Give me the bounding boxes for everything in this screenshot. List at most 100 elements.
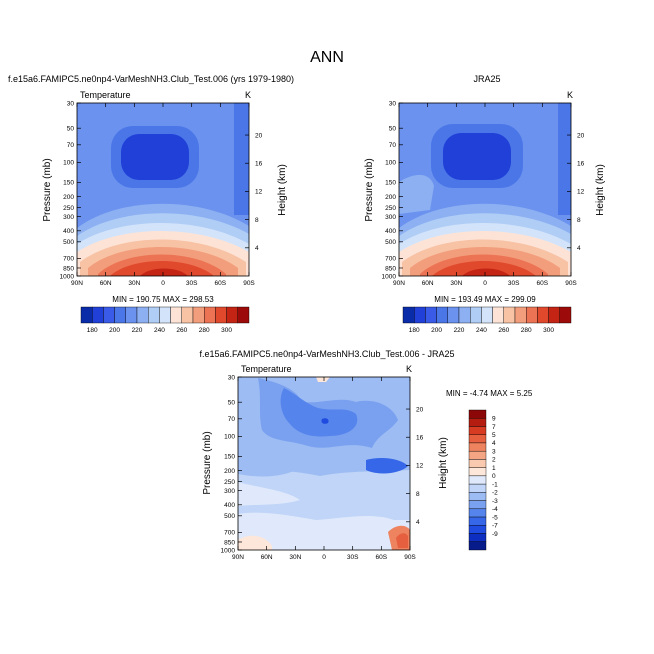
y-tick-label: 100: [63, 160, 74, 167]
y-tick-label: 400: [63, 228, 74, 235]
variable-label: Temperature: [241, 364, 292, 374]
units-label: K: [245, 90, 251, 100]
fill-warm-top: [316, 377, 330, 382]
panel-difference: f.e15a6.FAMIPC5.ne0np4-VarMeshNH3.Club_T…: [200, 349, 533, 561]
y-tick-label: 700: [385, 256, 396, 263]
colorbar-swatch: [514, 306, 527, 324]
colorbar-label: -3: [492, 498, 498, 505]
variable-label: Temperature: [80, 90, 131, 100]
fill-polar-column: [558, 103, 571, 215]
y2-tick-label: 8: [255, 217, 259, 224]
colorbar-swatch: [181, 306, 194, 324]
colorbar-label: 260: [498, 327, 509, 334]
y-tick-label: 1000: [382, 273, 397, 280]
fill-midlat-bump: [399, 174, 434, 214]
x-tick-label: 90N: [393, 280, 405, 287]
y-tick-label: 500: [385, 239, 396, 246]
colorbar-label: 200: [109, 327, 120, 334]
panel-title: f.e15a6.FAMIPC5.ne0np4-VarMeshNH3.Club_T…: [8, 74, 294, 84]
fill-warm-surface: [238, 535, 272, 550]
panel-model: f.e15a6.FAMIPC5.ne0np4-VarMeshNH3.Club_T…: [8, 74, 294, 334]
y2-tick-label: 20: [416, 406, 424, 413]
y-tick-label: 700: [224, 530, 235, 537]
colorbar-swatch: [468, 467, 487, 477]
colorbar-swatch: [470, 306, 482, 324]
y-tick-label: 70: [67, 142, 75, 149]
y-tick-label: 1000: [221, 547, 236, 554]
colorbar-swatch: [226, 306, 239, 324]
y-tick-label: 70: [389, 142, 397, 149]
colorbar-swatch: [147, 306, 160, 324]
y-tick-label: 250: [385, 205, 396, 212]
x-tick-label: 90S: [565, 280, 577, 287]
colorbar-label: 220: [454, 327, 465, 334]
y2-axis-label: Height (km): [438, 437, 449, 489]
colorbar-swatch: [458, 306, 471, 324]
colorbar-label: 300: [543, 327, 554, 334]
colorbar-label: 0: [492, 473, 496, 480]
contour-field: [238, 377, 410, 550]
colorbar-swatch: [80, 306, 93, 324]
colorbar-swatch: [136, 306, 149, 324]
colorbar-swatch: [215, 306, 227, 324]
colorbar-label: -1: [492, 481, 498, 488]
fill-lower-band: [238, 512, 410, 550]
units-label: K: [406, 364, 412, 374]
colorbar-swatch: [468, 434, 487, 444]
fill-cold-center: [443, 133, 511, 180]
fill-band-8: [110, 261, 214, 276]
x-tick-label: 60N: [261, 554, 273, 561]
colorbar-label: 260: [176, 327, 187, 334]
colorbar-swatch: [447, 306, 460, 324]
y-tick-label: 30: [67, 100, 75, 107]
y2-axis-label: Height (km): [595, 164, 606, 216]
colorbar-swatch: [170, 306, 183, 324]
y-tick-label: 850: [385, 265, 396, 272]
y-axis-label: Pressure (mb): [42, 158, 53, 221]
x-tick-label: 90S: [243, 280, 255, 287]
contour-field: [77, 103, 249, 276]
colorbar-swatch: [468, 516, 487, 526]
colorbar-swatch: [468, 541, 487, 551]
colorbar-label: 3: [492, 448, 496, 455]
x-tick-label: 0: [322, 554, 326, 561]
colorbar-label: 300: [221, 327, 232, 334]
colorbar-label: 7: [492, 424, 496, 431]
colorbar-swatch: [192, 306, 205, 324]
fill-mid-patch: [238, 453, 300, 477]
y2-tick-label: 20: [255, 132, 263, 139]
x-tick-label: 30N: [289, 554, 301, 561]
colorbar-label: 2: [492, 457, 496, 464]
y-tick-label: 850: [63, 265, 74, 272]
colorbar-swatch: [492, 306, 505, 324]
x-tick-label: 0: [483, 280, 487, 287]
fill-warm-left: [238, 482, 300, 506]
x-tick-label: 60N: [422, 280, 434, 287]
colorbar-label: 1: [492, 465, 496, 472]
colorbar-swatch: [481, 306, 493, 324]
y-tick-label: 250: [63, 205, 74, 212]
fill-band-9: [140, 268, 188, 276]
y2-tick-label: 12: [577, 189, 585, 196]
y-tick-label: 50: [389, 126, 397, 133]
y-tick-label: 100: [224, 434, 235, 441]
colorbar-swatch: [468, 418, 487, 427]
colorbar-swatch: [414, 306, 426, 324]
min-max-label: MIN = 193.49 MAX = 299.09: [434, 295, 536, 304]
y-axis-label: Pressure (mb): [202, 431, 213, 494]
colorbar-label: 280: [521, 327, 532, 334]
colorbar-swatch: [402, 306, 415, 324]
panel-reanalysis: JRA25 K 90N 60N 30N 0 30S 60S 90S 30 50 70 100 150 2…: [364, 74, 606, 334]
colorbar-label: 200: [431, 327, 442, 334]
y-axis-label: Pressure (mb): [364, 158, 375, 221]
contour-field: [399, 103, 571, 276]
colorbar-swatch: [468, 426, 487, 435]
x-tick-label: 0: [161, 280, 165, 287]
colorbar-label: -9: [492, 531, 498, 538]
y-tick-label: 500: [63, 239, 74, 246]
fill-polar-column: [234, 103, 249, 215]
colorbar-label: 4: [492, 440, 496, 447]
colorbar-label: 220: [132, 327, 143, 334]
panel-title: f.e15a6.FAMIPC5.ne0np4-VarMeshNH3.Club_T…: [200, 349, 455, 359]
